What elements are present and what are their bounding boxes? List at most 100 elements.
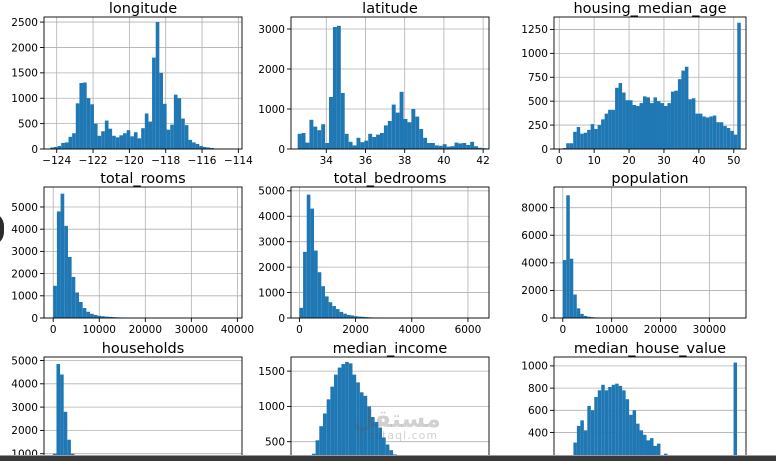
- histogram-bar: [597, 390, 602, 461]
- histogram-bar: [430, 143, 435, 149]
- y-tick-label: 4000: [11, 224, 38, 236]
- histogram-bar: [383, 125, 388, 149]
- histogram-bar: [442, 144, 447, 149]
- histogram-bar: [61, 142, 65, 149]
- histogram-bar: [93, 314, 98, 318]
- histogram-bar: [698, 113, 703, 149]
- histogram-bar: [573, 294, 577, 318]
- histogram-bar: [562, 260, 567, 318]
- y-tick-label: 5000: [11, 202, 38, 214]
- histogram-bar: [352, 374, 357, 461]
- histogram-bar: [309, 119, 314, 149]
- histogram-bar: [152, 57, 156, 149]
- y-tick-label: 1000: [521, 361, 548, 373]
- histogram-bar: [587, 129, 591, 149]
- x-tick-label: −124: [42, 155, 71, 167]
- x-tick-label: 30000: [175, 324, 208, 336]
- y-tick-label: 800: [528, 383, 548, 395]
- histogram-bar: [192, 142, 196, 149]
- y-tick-label: 1500: [258, 366, 285, 378]
- x-tick-label: 10: [587, 155, 600, 167]
- x-tick-label: 38: [398, 155, 411, 167]
- histogram-bar: [615, 87, 619, 149]
- axes-frame: [553, 16, 747, 150]
- histogram-bar: [462, 143, 467, 149]
- histogram-bar: [53, 285, 57, 318]
- x-tick-label: 0: [50, 324, 57, 336]
- histogram-bar: [625, 100, 630, 149]
- y-tick-label: 500: [265, 437, 285, 449]
- histogram-bar: [181, 118, 185, 149]
- histogram-bar: [636, 423, 640, 461]
- y-tick-label: 0: [31, 313, 38, 325]
- histogram-bar: [72, 133, 76, 149]
- histogram-bar: [656, 443, 661, 461]
- histogram-bar: [716, 122, 720, 149]
- y-tick-label: 250: [528, 120, 548, 132]
- histogram-bar: [622, 390, 626, 461]
- histogram-bar: [367, 406, 371, 461]
- histogram-bar: [569, 143, 574, 149]
- histogram-bar: [601, 119, 605, 149]
- histogram-bar: [411, 109, 416, 149]
- histogram-bar: [434, 145, 439, 149]
- histogram-bar: [322, 413, 327, 461]
- x-tick-label: 40000: [221, 324, 254, 336]
- histogram-bar: [63, 411, 68, 461]
- y-tick-label: 2500: [11, 17, 38, 29]
- histogram-bar: [60, 193, 65, 318]
- side-scroll-handle[interactable]: [0, 212, 4, 246]
- histogram-bar: [310, 208, 315, 318]
- histogram-bar: [101, 316, 105, 318]
- y-tick-label: 1000: [11, 93, 38, 105]
- histogram-bar: [75, 292, 79, 318]
- histogram-bar: [569, 258, 574, 318]
- histogram-bar: [622, 92, 626, 149]
- histogram-bar: [210, 147, 214, 149]
- y-tick-label: 2000: [11, 42, 38, 54]
- x-tick-label: 20: [622, 155, 635, 167]
- histogram-bar: [356, 382, 360, 461]
- histogram-bar: [594, 128, 598, 149]
- axes-frame: [290, 186, 490, 319]
- screen-bottom-bar: [0, 456, 776, 461]
- histogram-bar: [329, 97, 333, 149]
- y-tick-label: 400: [528, 427, 548, 439]
- histogram-bar: [303, 251, 307, 318]
- axes-frame: [43, 186, 243, 319]
- histogram-bar: [306, 194, 311, 318]
- histogram-bar: [301, 133, 306, 149]
- histogram-bar: [653, 97, 657, 149]
- histogram-bar: [82, 308, 87, 318]
- histogram-bar: [71, 276, 76, 318]
- histogram-bar: [674, 90, 678, 149]
- histogram-bar: [590, 410, 595, 461]
- histogram-bar: [206, 147, 211, 149]
- histogram-bar: [419, 129, 424, 149]
- chart-title: total_bedrooms: [334, 171, 447, 187]
- y-tick-label: 2000: [11, 425, 38, 437]
- y-tick-label: 2000: [258, 64, 285, 76]
- histogram-bar: [319, 426, 323, 461]
- histogram-bar: [719, 122, 724, 149]
- histogram-bar: [50, 147, 54, 149]
- histogram-bar: [97, 315, 102, 318]
- chart-title: population: [611, 171, 688, 187]
- histogram-bar: [199, 145, 203, 149]
- histogram-bar: [126, 130, 131, 149]
- axes-frame: [553, 186, 747, 319]
- histogram-bar: [348, 141, 353, 149]
- x-tick-label: 10000: [595, 324, 628, 336]
- histogram-bar: [339, 311, 344, 318]
- histogram-bar: [611, 109, 616, 149]
- chart-title: housing_median_age: [573, 1, 726, 17]
- axes-frame: [553, 356, 747, 461]
- histogram-bar: [643, 434, 647, 461]
- y-tick-label: 0: [541, 144, 548, 156]
- x-tick-label: 40: [692, 155, 705, 167]
- x-tick-label: 6000: [455, 324, 482, 336]
- x-tick-label: 36: [359, 155, 373, 167]
- y-tick-label: 5000: [11, 355, 38, 367]
- y-tick-label: 3000: [11, 246, 38, 258]
- y-tick-label: 1500: [11, 68, 38, 80]
